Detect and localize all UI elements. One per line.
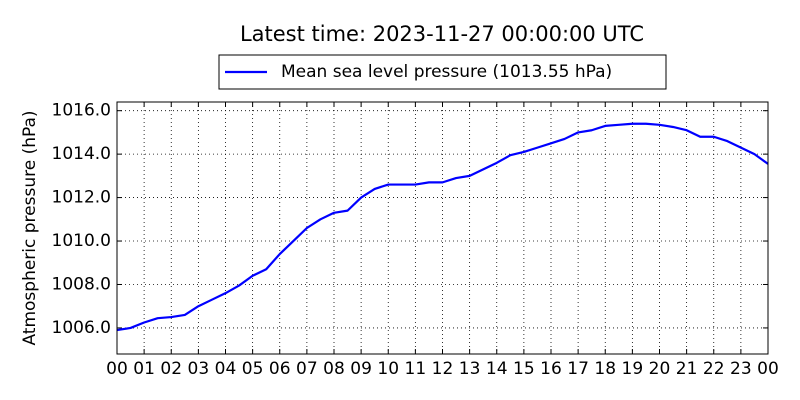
- x-tick-label: 18: [594, 359, 616, 379]
- x-tick-label: 17: [567, 359, 589, 379]
- x-tick-label: 19: [622, 359, 644, 379]
- x-tick-label: 08: [323, 359, 345, 379]
- x-tick-label: 01: [133, 359, 155, 379]
- legend-box: [218, 54, 667, 90]
- x-tick-label: 04: [215, 359, 237, 379]
- x-tick-label: 12: [432, 359, 454, 379]
- x-tick-label: 14: [486, 359, 508, 379]
- x-tick-label: 07: [296, 359, 318, 379]
- chart-title: Latest time: 2023-11-27 00:00:00 UTC: [240, 22, 644, 46]
- y-tick-label: 1014.0: [52, 144, 111, 164]
- y-tick-label: 1006.0: [52, 318, 111, 338]
- x-tick-label: 16: [540, 359, 562, 379]
- x-tick-label: 02: [160, 359, 182, 379]
- x-tick-label: 00: [757, 359, 779, 379]
- x-tick-label: 23: [730, 359, 752, 379]
- x-tick-label: 10: [377, 359, 399, 379]
- x-tick-label: 15: [513, 359, 535, 379]
- x-tick-label: 22: [703, 359, 725, 379]
- x-tick-label: 05: [242, 359, 264, 379]
- x-tick-label: 21: [676, 359, 698, 379]
- x-tick-label: 06: [269, 359, 291, 379]
- x-tick-label: 00: [106, 359, 128, 379]
- y-tick-label: 1008.0: [52, 274, 111, 294]
- y-tick-label: 1012.0: [52, 188, 111, 208]
- x-tick-label: 03: [188, 359, 210, 379]
- x-tick-label: 09: [350, 359, 372, 379]
- x-tick-label: 11: [405, 359, 427, 379]
- legend: Mean sea level pressure (1013.55 hPa): [218, 54, 667, 90]
- plot-frame: [116, 101, 769, 355]
- data-line: [116, 122, 769, 332]
- legend-label: Mean sea level pressure (1013.55 hPa): [281, 62, 612, 82]
- x-tick-label: 13: [459, 359, 481, 379]
- y-tick-label: 1010.0: [52, 231, 111, 251]
- x-tick-label: 20: [649, 359, 671, 379]
- y-tick-label: 1016.0: [52, 101, 111, 121]
- y-axis-label: Atmospheric pressure (hPa): [20, 110, 40, 345]
